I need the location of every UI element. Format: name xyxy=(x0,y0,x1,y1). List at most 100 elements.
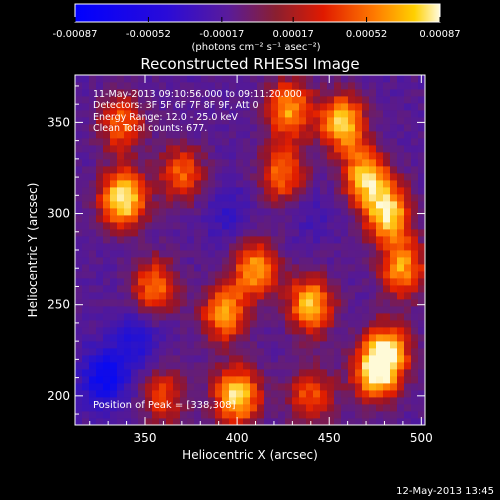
heatmap-cell xyxy=(397,355,405,363)
heatmap-cell xyxy=(187,96,195,104)
heatmap-cell xyxy=(397,369,405,377)
heatmap-cell xyxy=(362,313,370,321)
heatmap-cell xyxy=(271,75,279,83)
heatmap-cell xyxy=(180,271,188,279)
heatmap-cell xyxy=(418,390,426,398)
heatmap-cell xyxy=(159,173,167,181)
heatmap-cell xyxy=(264,82,272,90)
heatmap-cell xyxy=(152,355,160,363)
heatmap-cell xyxy=(411,243,419,251)
heatmap-cell xyxy=(138,145,146,153)
heatmap-cell xyxy=(215,355,223,363)
heatmap-cell xyxy=(110,418,118,426)
heatmap-cell xyxy=(285,320,293,328)
heatmap-cell xyxy=(271,264,279,272)
heatmap-cell xyxy=(96,411,104,419)
heatmap-cell xyxy=(250,131,258,139)
heatmap-cell xyxy=(110,124,118,132)
heatmap-cell xyxy=(110,355,118,363)
heatmap-cell xyxy=(257,173,265,181)
heatmap-cell xyxy=(208,208,216,216)
heatmap-cell xyxy=(418,110,426,118)
heatmap-cell xyxy=(271,208,279,216)
heatmap-cell xyxy=(138,201,146,209)
heatmap-cell xyxy=(243,152,251,160)
heatmap-cell xyxy=(250,390,258,398)
heatmap-cell xyxy=(82,229,90,237)
heatmap-cell xyxy=(222,103,230,111)
heatmap-cell xyxy=(208,180,216,188)
heatmap-cell xyxy=(292,257,300,265)
heatmap-cell xyxy=(418,96,426,104)
heatmap-cell xyxy=(306,418,314,426)
heatmap-cell xyxy=(229,124,237,132)
heatmap-cell xyxy=(173,376,181,384)
heatmap-cell xyxy=(299,138,307,146)
heatmap-cell xyxy=(152,327,160,335)
heatmap-cell xyxy=(369,418,377,426)
heatmap-cell xyxy=(173,131,181,139)
colorbar-tick-label: -0.00017 xyxy=(199,29,244,40)
heatmap-cell xyxy=(103,341,111,349)
heatmap-cell xyxy=(369,397,377,405)
heatmap-cell xyxy=(166,194,174,202)
heatmap-cell xyxy=(257,383,265,391)
heatmap-cell xyxy=(215,96,223,104)
heatmap-cell xyxy=(327,390,335,398)
heatmap-cell xyxy=(145,194,153,202)
heatmap-cell xyxy=(334,257,342,265)
heatmap-cell xyxy=(327,292,335,300)
heatmap-cell xyxy=(250,180,258,188)
heatmap-cell xyxy=(299,271,307,279)
heatmap-cell xyxy=(236,397,244,405)
heatmap-cell xyxy=(362,369,370,377)
heatmap-cell xyxy=(355,201,363,209)
heatmap-cell xyxy=(383,131,391,139)
heatmap-cell xyxy=(418,355,426,363)
heatmap-cell xyxy=(313,152,321,160)
heatmap-cell xyxy=(369,194,377,202)
heatmap-cell xyxy=(271,222,279,230)
heatmap-cell xyxy=(145,306,153,314)
heatmap-cell xyxy=(257,208,265,216)
heatmap-cell xyxy=(117,138,125,146)
heatmap-cell xyxy=(250,397,258,405)
heatmap-cell xyxy=(236,306,244,314)
heatmap-cell xyxy=(159,264,167,272)
heatmap-cell xyxy=(264,96,272,104)
heatmap-cell xyxy=(159,397,167,405)
heatmap-cell xyxy=(208,243,216,251)
heatmap-cell xyxy=(397,138,405,146)
heatmap-cell xyxy=(257,285,265,293)
heatmap-cell xyxy=(278,194,286,202)
heatmap-cell xyxy=(152,180,160,188)
heatmap-cell xyxy=(299,285,307,293)
heatmap-cell xyxy=(257,250,265,258)
heatmap-cell xyxy=(180,285,188,293)
heatmap-cell xyxy=(131,187,139,195)
heatmap-cell xyxy=(397,187,405,195)
heatmap-cell xyxy=(369,390,377,398)
heatmap-cell xyxy=(418,236,426,244)
heatmap-cell xyxy=(208,278,216,286)
heatmap-cell xyxy=(397,341,405,349)
heatmap-cell xyxy=(306,229,314,237)
heatmap-cell xyxy=(369,138,377,146)
heatmap-cell xyxy=(180,222,188,230)
heatmap-cell xyxy=(306,376,314,384)
heatmap-cell xyxy=(397,271,405,279)
heatmap-cell xyxy=(180,138,188,146)
heatmap-cell xyxy=(82,215,90,223)
heatmap-cell xyxy=(166,362,174,370)
heatmap-cell xyxy=(348,117,356,125)
heatmap-cell xyxy=(278,327,286,335)
heatmap-cell xyxy=(292,222,300,230)
heatmap-cell xyxy=(271,383,279,391)
heatmap-cell xyxy=(82,117,90,125)
heatmap-cell xyxy=(285,383,293,391)
heatmap-cell xyxy=(383,278,391,286)
heatmap-cell xyxy=(411,383,419,391)
heatmap-cell xyxy=(285,229,293,237)
heatmap-cell xyxy=(313,313,321,321)
